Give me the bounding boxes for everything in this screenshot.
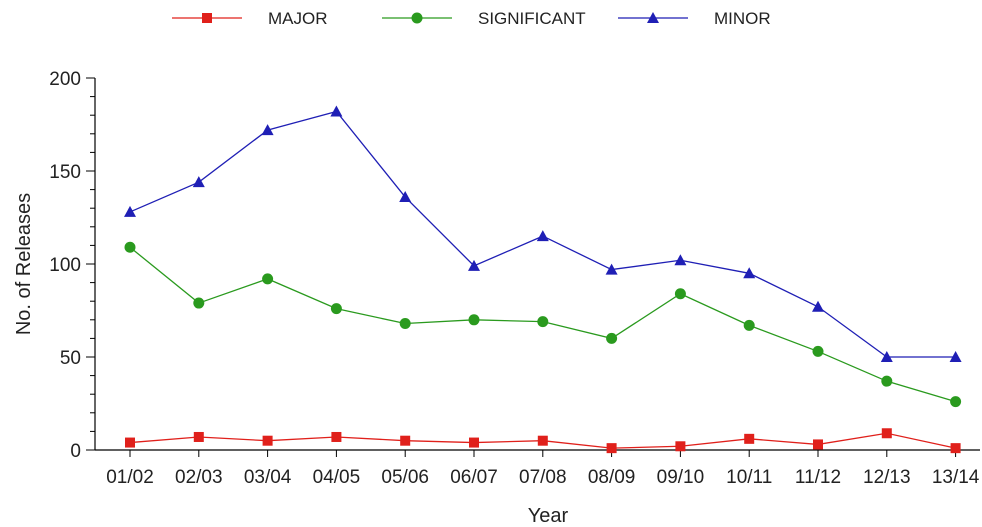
data-point-significant xyxy=(743,319,755,331)
data-point-significant xyxy=(330,303,342,315)
data-point-major xyxy=(125,437,135,448)
data-point-minor xyxy=(949,351,962,362)
legend-item-significant: SIGNIFICANT xyxy=(382,9,586,28)
x-tick-label: 04/05 xyxy=(313,467,361,488)
y-tick-label: 200 xyxy=(49,69,81,90)
data-point-significant xyxy=(537,316,549,328)
series-layer xyxy=(124,105,962,454)
y-tick-label: 100 xyxy=(49,255,81,276)
legend-item-major: MAJOR xyxy=(172,9,328,28)
data-point-significant xyxy=(950,396,962,408)
x-axis: 01/02 02/03 03/04 04/05 05/06 06/07 07/08 08/09… xyxy=(95,449,980,488)
data-point-major xyxy=(950,443,961,454)
data-point-major xyxy=(675,441,686,452)
data-point-significant xyxy=(193,297,205,309)
data-point-major xyxy=(813,439,823,450)
data-point-minor xyxy=(605,263,618,275)
series-major xyxy=(125,428,961,454)
y-axis-title: No. of Releases xyxy=(13,193,35,335)
data-point-minor xyxy=(674,254,687,266)
y-tick-label: 0 xyxy=(70,441,81,462)
data-point-minor xyxy=(880,351,893,362)
data-point-minor xyxy=(399,191,412,203)
data-point-significant xyxy=(674,288,686,300)
legend-marker-major xyxy=(202,13,212,23)
data-point-major xyxy=(193,431,204,442)
data-point-significant xyxy=(262,273,274,285)
data-point-major xyxy=(881,428,892,439)
x-tick-label: 05/06 xyxy=(381,467,429,488)
series-minor xyxy=(124,105,962,362)
series-significant xyxy=(124,241,962,408)
data-point-minor xyxy=(468,259,480,271)
y-tick-label: 150 xyxy=(49,162,81,183)
x-tick-label: 08/09 xyxy=(588,467,636,488)
data-point-significant xyxy=(606,332,618,344)
x-tick-label: 09/10 xyxy=(657,467,705,488)
x-tick-label: 03/04 xyxy=(244,467,292,488)
x-tick-label: 01/02 xyxy=(106,467,154,488)
legend-label: MAJOR xyxy=(268,9,328,28)
data-point-minor xyxy=(743,267,756,279)
y-axis: 0 50 100 150 200 xyxy=(49,69,96,462)
legend-marker-significant xyxy=(411,12,423,24)
data-point-minor xyxy=(536,230,549,242)
data-point-significant xyxy=(881,375,893,387)
data-point-major xyxy=(537,435,548,446)
data-point-significant xyxy=(812,345,824,357)
legend-marker-minor xyxy=(647,12,659,23)
data-point-significant xyxy=(124,241,136,253)
data-point-major xyxy=(400,435,411,446)
legend: MAJOR SIGNIFICANT MINOR xyxy=(172,9,771,28)
legend-item-minor: MINOR xyxy=(618,9,771,28)
data-point-minor xyxy=(261,124,274,136)
x-tick-label: 10/11 xyxy=(726,467,772,488)
data-point-significant xyxy=(468,314,480,326)
x-tick-label: 13/14 xyxy=(932,467,980,488)
x-tick-label: 07/08 xyxy=(519,467,567,488)
x-tick-label: 12/13 xyxy=(863,467,911,488)
data-point-minor xyxy=(192,176,205,188)
data-point-minor xyxy=(124,205,136,217)
x-tick-label: 11/12 xyxy=(795,467,841,488)
data-point-major xyxy=(262,435,273,446)
x-tick-label: 02/03 xyxy=(175,467,223,488)
y-tick-label: 50 xyxy=(60,348,81,369)
data-point-major xyxy=(331,431,342,442)
data-point-minor xyxy=(812,300,824,312)
data-point-minor xyxy=(330,105,343,117)
data-point-major xyxy=(469,437,479,448)
x-axis-title: Year xyxy=(528,505,569,527)
legend-label: SIGNIFICANT xyxy=(478,9,586,28)
x-tick-label: 06/07 xyxy=(450,467,498,488)
legend-label: MINOR xyxy=(714,9,771,28)
data-point-significant xyxy=(399,318,411,330)
data-point-major xyxy=(606,443,617,454)
data-point-major xyxy=(744,433,755,444)
